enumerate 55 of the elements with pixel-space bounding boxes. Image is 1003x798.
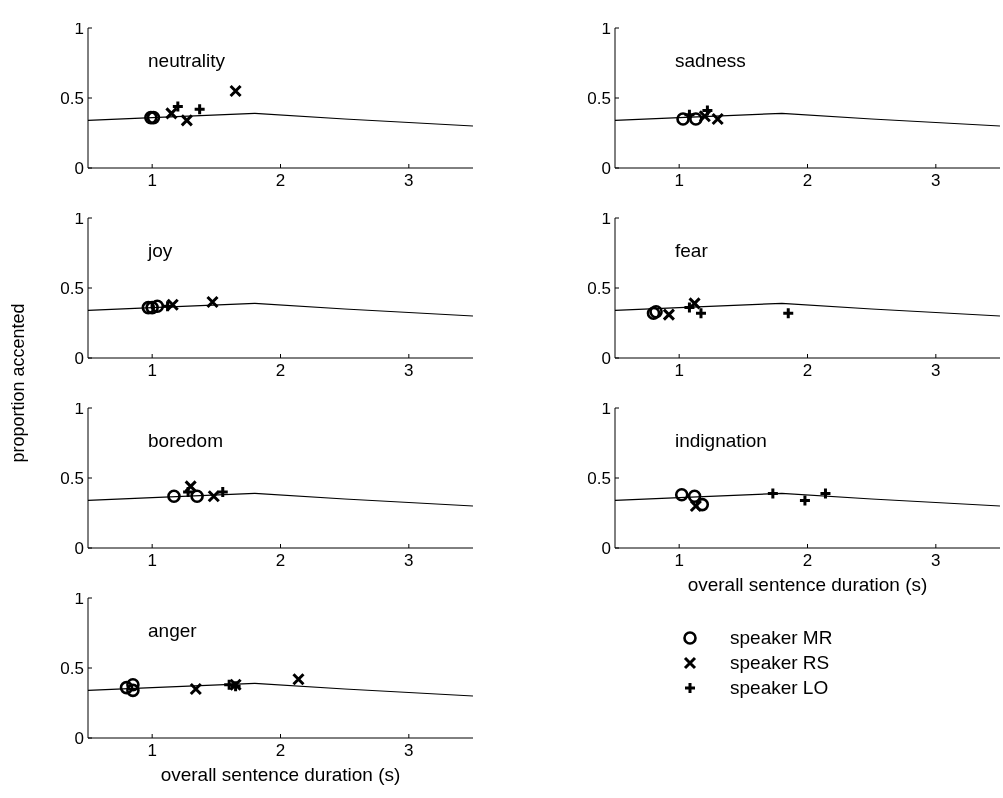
y-tick-label: 0 [601, 159, 611, 179]
x-tick-label: 1 [147, 741, 157, 761]
x-tick-label: 2 [275, 551, 286, 571]
y-tick-label: 0 [74, 539, 84, 559]
text: joy [148, 240, 173, 262]
x-tick-label: 3 [931, 551, 941, 571]
x-tick-label: 2 [802, 171, 813, 191]
x-tick-label: 1 [674, 361, 684, 381]
y-tick-label: 0 [74, 159, 84, 179]
text: neutrality [148, 50, 226, 72]
x-tick-label: 3 [931, 171, 941, 191]
legend-label: speaker LO [730, 676, 829, 699]
x-tick-label: 1 [147, 171, 157, 191]
legend-label: speaker MR [730, 626, 833, 649]
y-tick-label: 0 [74, 729, 84, 749]
y-axis-title: proportion accented [7, 303, 29, 463]
x-tick-label: 1 [147, 551, 157, 571]
x-tick-label: 1 [147, 361, 157, 381]
x-tick-label: 3 [931, 361, 941, 381]
text: fear [675, 240, 708, 262]
y-tick-label: 0.5 [60, 469, 84, 489]
x-tick-label: 3 [404, 361, 414, 381]
x-tick-label: 3 [404, 741, 414, 761]
y-tick-label: 1 [74, 209, 84, 229]
y-tick-label: 0.5 [587, 279, 611, 299]
y-tick-label: 0 [601, 539, 611, 559]
x-tick-label: 2 [802, 361, 813, 381]
y-tick-label: 0.5 [60, 89, 84, 109]
text: anger [148, 620, 197, 642]
y-tick-label: 0.5 [587, 469, 611, 489]
y-tick-label: 0.5 [60, 659, 84, 679]
y-tick-label: 1 [74, 19, 84, 39]
x-tick-label: 3 [404, 551, 414, 571]
legend-label: speaker RS [730, 651, 830, 674]
y-tick-label: 0 [601, 349, 611, 369]
text: boredom [148, 430, 223, 452]
x-tick-label: 1 [674, 551, 684, 571]
x-tick-label: 3 [404, 171, 414, 191]
y-tick-label: 1 [601, 209, 611, 229]
x-tick-label: 2 [275, 171, 286, 191]
y-tick-label: 1 [601, 19, 611, 39]
x-tick-label: 2 [275, 741, 286, 761]
x-tick-label: 2 [275, 361, 286, 381]
text: indignation [675, 430, 767, 452]
text: sadness [675, 50, 746, 72]
x-tick-label: 1 [674, 171, 684, 191]
x-axis-title: overall sentence duration (s) [159, 764, 402, 786]
y-tick-label: 0 [74, 349, 84, 369]
x-tick-label: 2 [802, 551, 813, 571]
y-tick-label: 0.5 [587, 89, 611, 109]
x-axis-title: overall sentence duration (s) [686, 574, 929, 596]
y-tick-label: 1 [601, 399, 611, 419]
y-tick-label: 0.5 [60, 279, 84, 299]
y-tick-label: 1 [74, 589, 84, 609]
y-tick-label: 1 [74, 399, 84, 419]
